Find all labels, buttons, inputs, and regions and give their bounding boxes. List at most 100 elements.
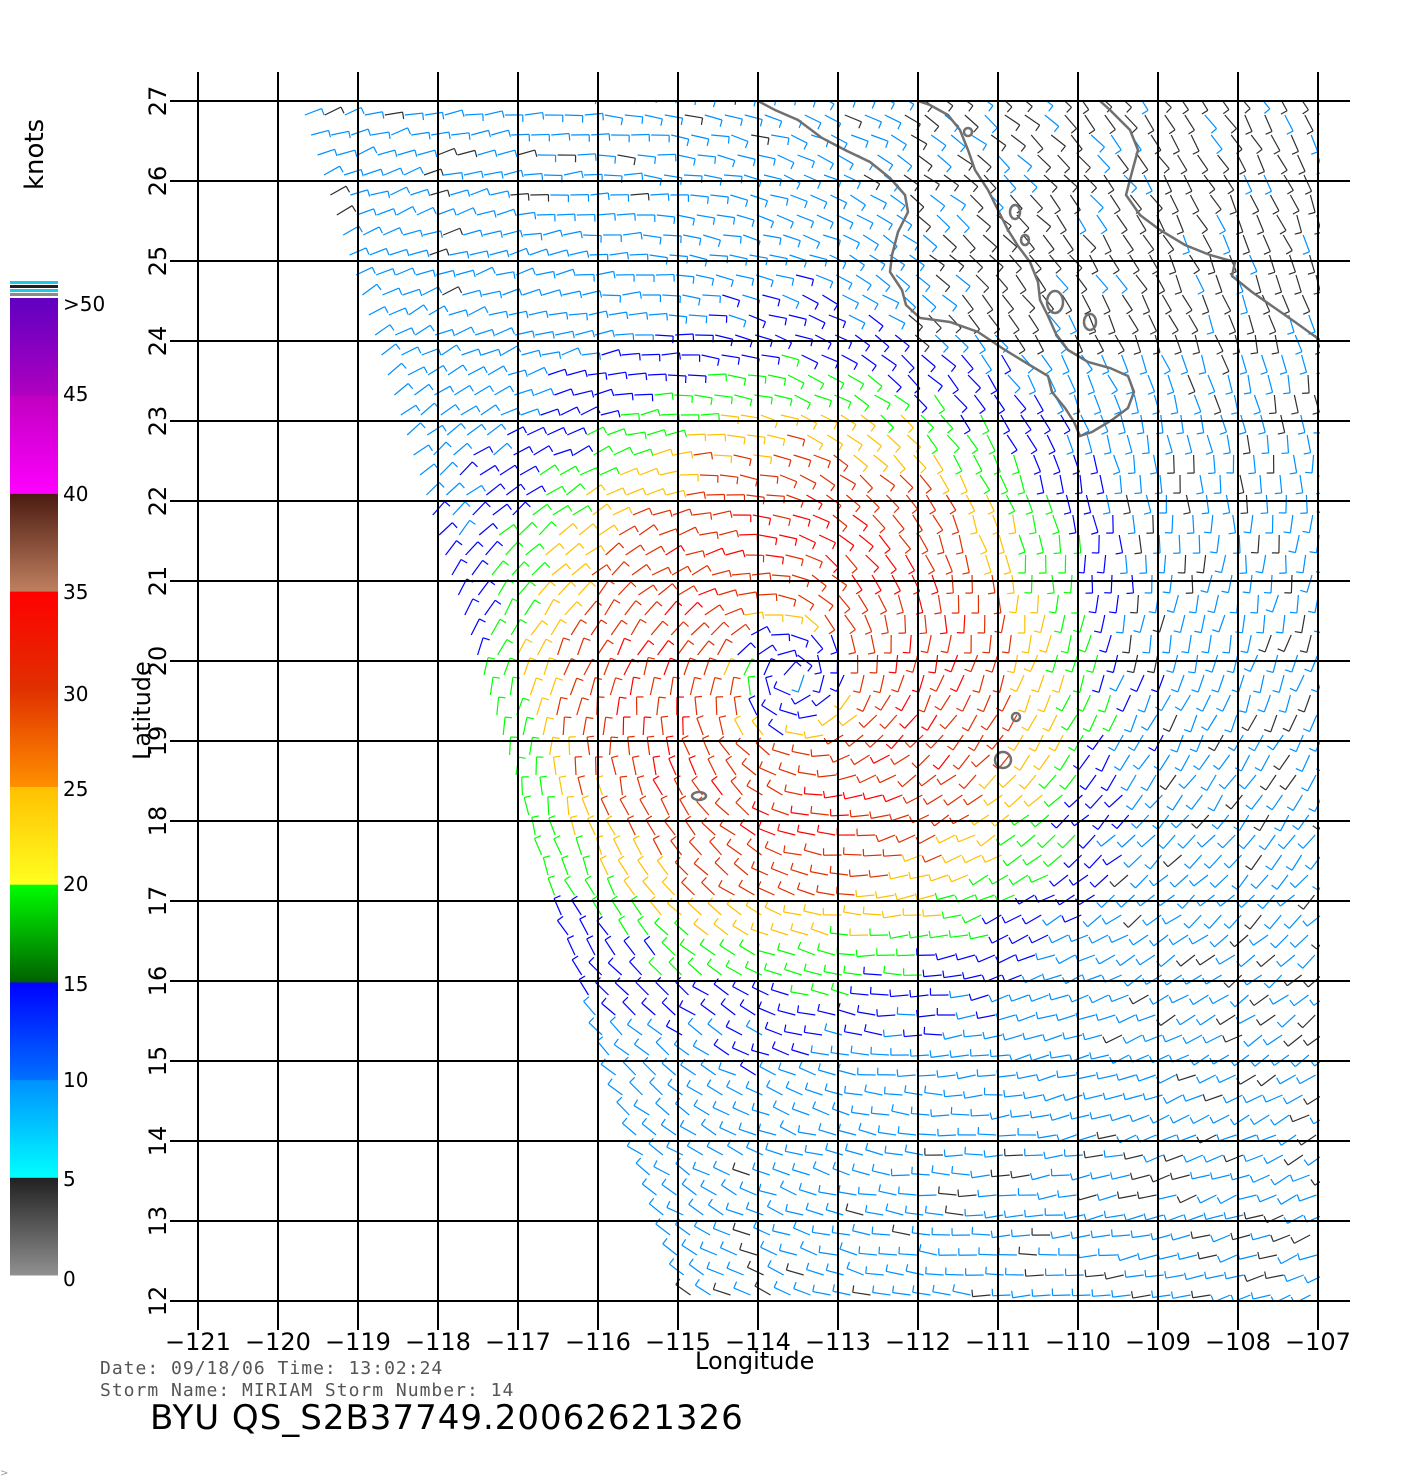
wind-barb — [688, 1198, 704, 1216]
wind-barb — [1144, 1269, 1164, 1278]
wind-barb — [590, 192, 610, 201]
wind-barb — [1173, 614, 1186, 634]
wind-barb — [582, 716, 594, 736]
wind-barb — [525, 543, 545, 556]
wind-barb — [684, 815, 696, 836]
wind-barb — [452, 501, 471, 516]
wind-barb — [949, 254, 965, 273]
wind-barb — [1123, 914, 1142, 928]
wind-barb — [712, 1221, 731, 1236]
wind-barb — [647, 429, 668, 437]
wind-barb — [643, 174, 663, 186]
wind-barb — [521, 776, 529, 796]
wind-barb — [1224, 1271, 1244, 1280]
wind-barb — [1007, 734, 1024, 752]
wind-barb — [1043, 174, 1058, 193]
wind-barb — [874, 394, 891, 410]
wind-barb — [482, 290, 503, 299]
wind-barb — [1215, 274, 1223, 295]
wind-barb — [980, 414, 990, 435]
wind-barb — [414, 383, 434, 396]
wind-barb — [707, 433, 727, 442]
wind-barb — [997, 1129, 1017, 1137]
wind-barb — [731, 1041, 750, 1056]
wind-barb — [1226, 454, 1235, 474]
wind-barb — [1103, 1272, 1124, 1280]
wind-barb — [1250, 134, 1263, 155]
wind-barb — [663, 174, 683, 185]
wind-barb — [1273, 754, 1291, 771]
wind-barb — [1109, 194, 1121, 215]
wind-barb — [1063, 494, 1072, 515]
wind-barb — [885, 554, 897, 575]
wind-barb — [712, 1160, 730, 1176]
wind-barb — [493, 442, 513, 456]
wind-barb — [1091, 514, 1099, 535]
wind-barb — [1157, 834, 1176, 849]
wind-barb — [902, 234, 920, 251]
wind-barb — [870, 1046, 889, 1056]
wind-barb — [1056, 214, 1067, 235]
mainland-coastline — [1099, 101, 1320, 342]
wind-barb — [1085, 574, 1094, 594]
wind-barb — [821, 354, 839, 369]
wind-barb — [516, 211, 537, 220]
wind-barb — [1289, 1174, 1310, 1182]
wind-barb — [767, 374, 787, 386]
wind-barb — [1170, 1233, 1191, 1241]
wind-barb — [1069, 1173, 1090, 1181]
wind-barb — [856, 774, 877, 784]
wind-barb — [739, 474, 758, 487]
wind-barb — [497, 149, 518, 158]
wind-barb — [1003, 1210, 1024, 1219]
wind-barb — [756, 943, 776, 956]
wind-barb — [517, 638, 533, 656]
wind-barb — [556, 915, 569, 936]
wind-barb — [829, 865, 849, 876]
wind-barb — [600, 409, 621, 418]
wind-barb — [538, 521, 557, 536]
wind-barb — [1128, 314, 1139, 335]
wind-barb — [842, 294, 860, 310]
wind-barb — [870, 1106, 890, 1116]
wind-barb — [893, 454, 906, 474]
wind-barb — [552, 505, 573, 516]
island — [962, 126, 974, 138]
wind-barb — [1244, 914, 1262, 930]
wind-barb — [1222, 634, 1232, 654]
wind-barb — [917, 1188, 937, 1197]
colorbar-band — [10, 493, 58, 592]
wind-barb — [637, 915, 649, 936]
wind-barb — [710, 194, 729, 204]
wind-barb — [894, 334, 910, 353]
wind-barb — [613, 835, 623, 856]
wind-barb — [1163, 101, 1172, 113]
wind-barb — [775, 274, 795, 286]
wind-barb — [1248, 454, 1256, 475]
colorbar-cap — [10, 293, 58, 296]
wind-barb — [782, 294, 800, 309]
wind-barb — [1052, 514, 1060, 535]
wind-barb — [936, 1070, 956, 1078]
wind-barb — [967, 374, 981, 394]
wind-barb — [1050, 134, 1066, 152]
wind-barb — [798, 534, 817, 550]
wind-barb — [882, 1029, 903, 1038]
wind-barb — [591, 133, 611, 141]
wind-barb — [686, 1079, 703, 1096]
wind-barb — [1148, 874, 1169, 887]
wind-barb — [1116, 214, 1128, 235]
wind-barb — [571, 134, 590, 142]
wind-barb — [812, 514, 830, 529]
wind-barb — [1109, 1054, 1130, 1064]
wind-barb — [1070, 1231, 1091, 1240]
wind-barb — [946, 434, 960, 454]
wind-barb — [843, 847, 862, 856]
wind-barb — [1263, 914, 1282, 930]
wind-barb — [586, 935, 596, 956]
wind-barb — [1263, 1154, 1284, 1165]
wind-barb — [1083, 1150, 1103, 1159]
wind-barb — [627, 431, 647, 440]
wind-barb — [809, 864, 829, 876]
wind-barb — [633, 448, 654, 457]
